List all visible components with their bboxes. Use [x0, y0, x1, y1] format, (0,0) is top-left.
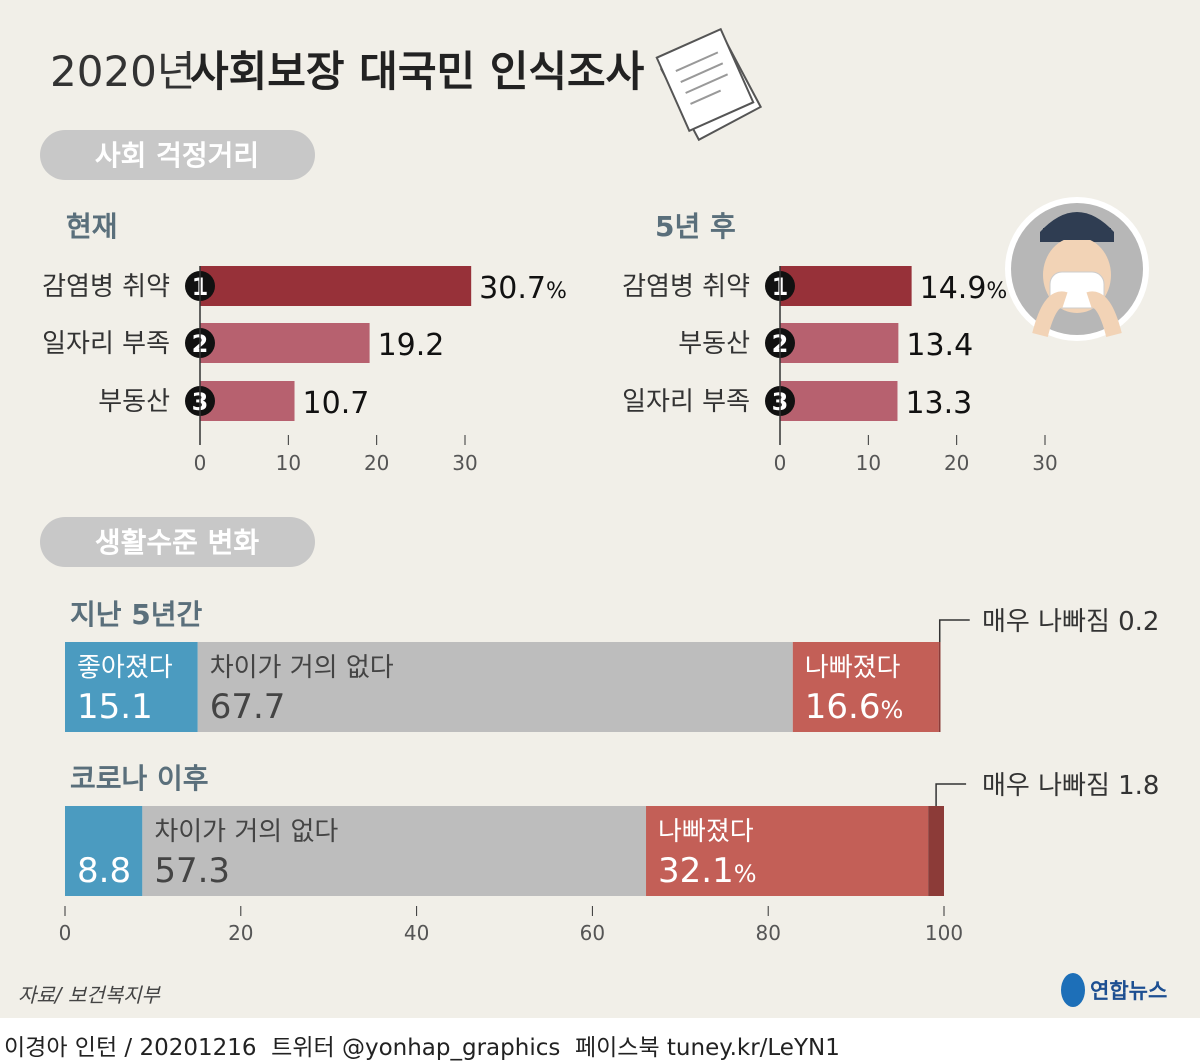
value-label: 19.2: [378, 328, 445, 363]
source-note: 자료/ 보건복지부: [18, 983, 161, 1007]
segment-1: [142, 806, 647, 896]
x-tick-label: 60: [580, 921, 605, 945]
x-tick-label: 0: [59, 921, 72, 945]
x-tick-label: 40: [404, 921, 429, 945]
callout-line: [938, 619, 970, 642]
section-worries-pill: [40, 130, 315, 180]
bar-0-1: [200, 323, 370, 363]
segment-name: 나빠졌다: [658, 817, 754, 847]
title-year: 2020년: [50, 47, 196, 96]
category-label: 감염병 취약: [622, 272, 750, 302]
chart-title-1: 5년 후: [655, 210, 736, 243]
x-tick-label: 10: [856, 451, 881, 475]
row-title: 코로나 이후: [70, 762, 209, 795]
x-tick-label: 10: [276, 451, 301, 475]
x-tick-label: 0: [774, 451, 787, 475]
segment-name: 좋아졌다: [77, 653, 173, 683]
credit-line: 이경아 인턴 / 20201216 트위터 @yonhap_graphics 페…: [4, 1035, 840, 1061]
x-tick-label: 20: [228, 921, 253, 945]
segment-value: 67.7: [210, 687, 286, 727]
x-tick-label: 20: [944, 451, 969, 475]
segment-3: [938, 642, 941, 732]
document-stack-icon: [655, 27, 763, 142]
segment-3: [928, 806, 944, 896]
x-tick-label: 30: [452, 451, 477, 475]
x-tick-label: 0: [194, 451, 207, 475]
value-label: 13.4: [906, 328, 973, 363]
segment-name: 차이가 거의 없다: [154, 817, 338, 847]
chart-title-0: 현재: [66, 210, 118, 243]
logo-text: 연합뉴스: [1090, 979, 1167, 1003]
x-tick-label: 100: [925, 921, 963, 945]
segment-name: 차이가 거의 없다: [210, 653, 394, 683]
category-label: 부동산: [678, 329, 750, 359]
value-label: 10.7: [303, 386, 370, 421]
bar-0-2: [200, 381, 295, 421]
x-tick-label: 80: [755, 921, 780, 945]
segment-2: [792, 642, 939, 732]
segment-value: 8.8: [77, 851, 131, 891]
x-tick-label: 20: [364, 451, 389, 475]
segment-value: 57.3: [154, 851, 230, 891]
segment-value: 15.1: [77, 687, 153, 727]
category-label: 부동산: [98, 387, 170, 417]
masked-person-icon: [1005, 197, 1149, 341]
x-tick-label: 30: [1032, 451, 1057, 475]
bar-1-1: [780, 323, 899, 363]
category-label: 일자리 부족: [42, 329, 170, 359]
callout-label: 매우 나빠짐 1.8: [982, 771, 1159, 801]
segment-1: [197, 642, 793, 732]
category-label: 일자리 부족: [622, 387, 750, 417]
value-label: 14.9%: [920, 271, 1008, 306]
segment-2: [646, 806, 929, 896]
bar-1-0: [780, 266, 912, 306]
section-living-pill: [40, 517, 315, 567]
segment-name: 나빠졌다: [805, 653, 901, 683]
category-label: 감염병 취약: [42, 272, 170, 302]
footer-bar: 이경아 인턴 / 20201216 트위터 @yonhap_graphics 페…: [0, 1018, 1200, 1064]
bar-1-2: [780, 381, 898, 421]
section-worries-label: 사회 걱정거리: [95, 139, 259, 172]
callout-line: [935, 783, 967, 806]
value-label: 30.7%: [479, 271, 567, 306]
bar-0-0: [200, 266, 472, 306]
segment-0: [65, 642, 198, 732]
section-living-label: 생활수준 변화: [95, 526, 260, 559]
segment-0: [65, 806, 143, 896]
yonhap-logo-icon: 연합뉴스: [1061, 973, 1167, 1007]
row-title: 지난 5년간: [70, 598, 203, 631]
title-main: 사회보장 대국민 인식조사: [190, 47, 645, 96]
callout-label: 매우 나빠짐 0.2: [982, 607, 1159, 637]
value-label: 13.3: [905, 386, 972, 421]
